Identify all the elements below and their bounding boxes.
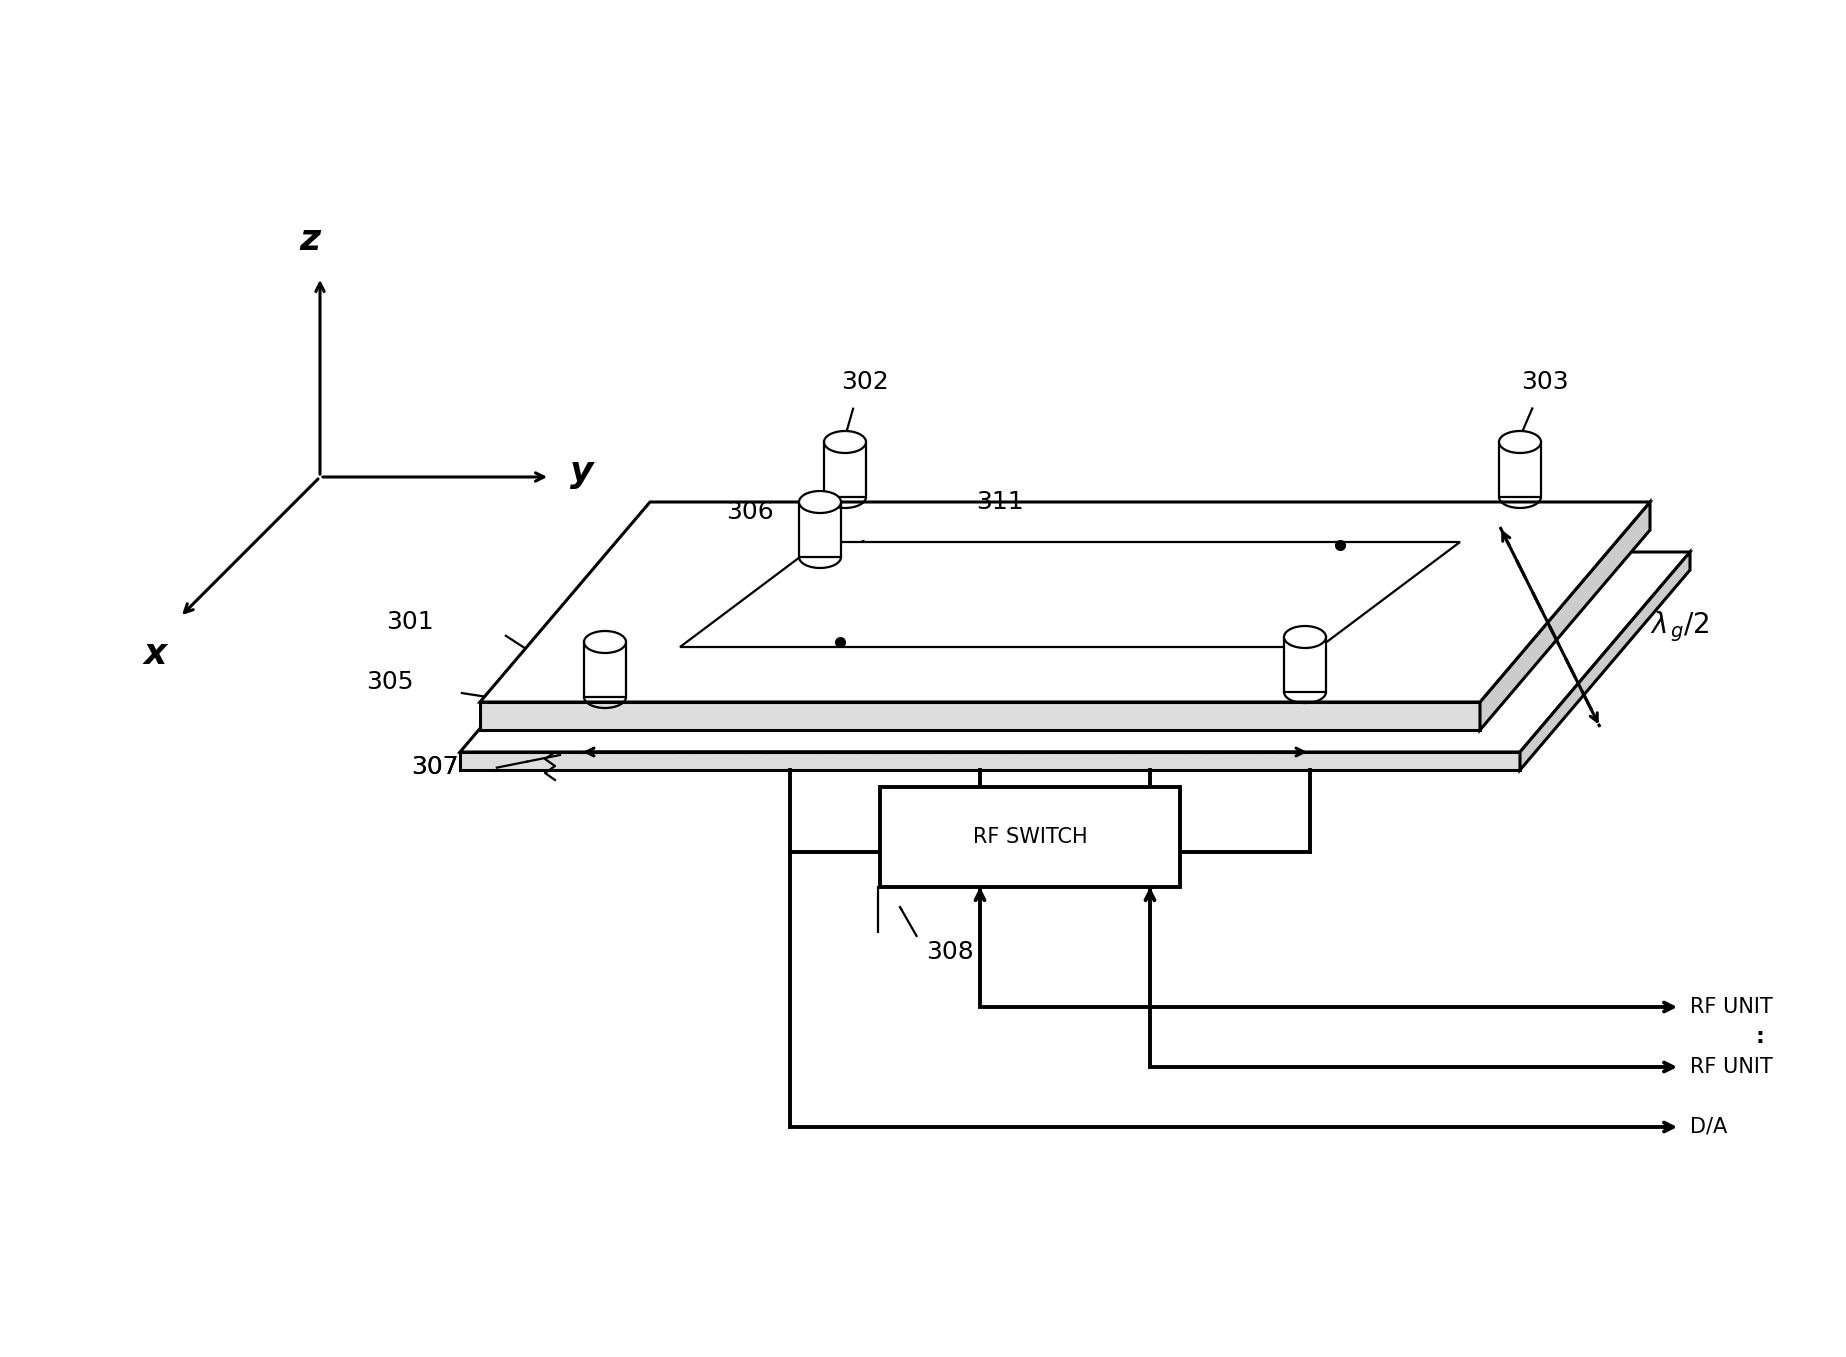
Text: x: x — [144, 636, 166, 670]
Polygon shape — [823, 442, 866, 497]
Polygon shape — [1519, 552, 1689, 769]
Text: 302: 302 — [842, 370, 890, 394]
Polygon shape — [679, 541, 1460, 647]
Text: 311: 311 — [977, 490, 1025, 514]
Text: 304: 304 — [1241, 590, 1289, 613]
Ellipse shape — [1499, 432, 1541, 453]
Text: y: y — [570, 455, 594, 489]
Polygon shape — [1480, 502, 1650, 730]
Polygon shape — [799, 502, 842, 556]
Polygon shape — [460, 752, 1519, 769]
Text: 308: 308 — [927, 940, 975, 963]
Text: RF UNIT: RF UNIT — [1689, 1057, 1772, 1077]
Text: 312: 312 — [1196, 611, 1244, 634]
Polygon shape — [1285, 636, 1325, 692]
Text: $\lambda_{\,g}/2$: $\lambda_{\,g}/2$ — [1650, 609, 1709, 645]
Ellipse shape — [799, 491, 842, 513]
Polygon shape — [1499, 442, 1541, 497]
Text: $\lambda_{\,g}/2$: $\lambda_{\,g}/2$ — [910, 807, 969, 841]
Text: RF UNIT: RF UNIT — [1689, 997, 1772, 1016]
Text: 307: 307 — [412, 754, 460, 779]
Text: :: : — [1756, 1027, 1765, 1048]
Text: z: z — [299, 223, 321, 256]
Text: 305: 305 — [366, 670, 414, 693]
Text: 303: 303 — [1521, 370, 1569, 394]
Text: RF SWITCH: RF SWITCH — [973, 826, 1087, 847]
Polygon shape — [583, 642, 626, 697]
Polygon shape — [480, 502, 1650, 702]
Ellipse shape — [583, 631, 626, 653]
Text: 307: 307 — [412, 754, 460, 779]
Ellipse shape — [823, 432, 866, 453]
Text: D/A: D/A — [1689, 1117, 1728, 1137]
Bar — [881, 787, 1180, 887]
Text: 301: 301 — [386, 611, 434, 634]
Polygon shape — [480, 702, 1480, 730]
Polygon shape — [460, 552, 1689, 752]
Ellipse shape — [1285, 626, 1325, 649]
Text: 306: 306 — [725, 499, 773, 524]
